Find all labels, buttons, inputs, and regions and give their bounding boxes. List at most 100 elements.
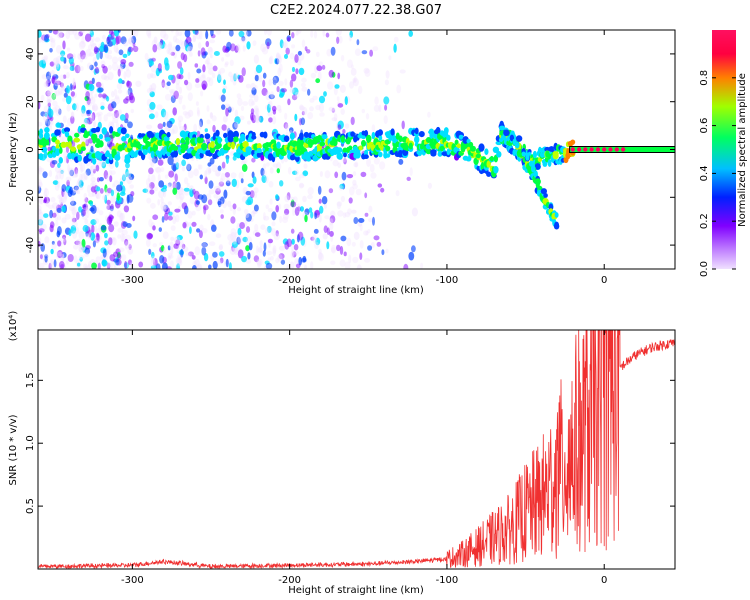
spectrogram-noise-cell: [79, 256, 83, 262]
spectrogram-noise-cell: [319, 112, 325, 117]
spectrogram-noise-cell: [106, 36, 112, 42]
spectrogram-noise-cell: [66, 53, 74, 60]
spectrogram-noise-cell: [314, 241, 319, 249]
spectrogram-noise-cell: [61, 205, 66, 213]
spectrogram-trace-cell: [439, 145, 445, 152]
spectrogram-noise-cell: [201, 228, 208, 234]
spectrogram-noise-cell: [54, 166, 62, 174]
spectrogram-noise-cell: [95, 81, 102, 88]
spectrogram-noise-cell: [338, 35, 343, 44]
spectrogram-trace-cell: [54, 129, 61, 136]
spectrogram-noise-cell: [349, 30, 354, 38]
spectrogram-noise-cell: [265, 176, 269, 184]
spectrogram-noise-cell: [331, 107, 335, 113]
spectrogram-trace-cell: [114, 154, 121, 161]
spectrogram-noise-cell: [103, 44, 109, 53]
spectrogram-noise-cell: [228, 71, 233, 78]
spectrogram-noise-cell: [226, 177, 231, 184]
spectrogram-noise-cell: [163, 33, 169, 41]
spectrogram-trace-cell: [552, 150, 559, 157]
spectrogram-noise-cell: [272, 247, 277, 257]
spectrogram-noise-cell: [247, 196, 254, 205]
spectrogram-noise-cell: [361, 50, 368, 55]
spectrogram-noise-cell: [322, 233, 328, 240]
spectrogram-noise-cell: [118, 247, 125, 252]
spectrogram-noise-cell: [253, 54, 259, 64]
spectrogram-noise-cell: [364, 258, 371, 263]
spectrogram-noise-cell: [78, 31, 83, 37]
spectrogram-noise-cell: [63, 150, 69, 159]
spectrogram-noise-cell: [62, 65, 69, 70]
spectrogram-noise-cell: [211, 115, 217, 122]
spectrogram-noise-cell: [242, 45, 246, 52]
spectrogram-noise-cell: [205, 30, 209, 40]
spectrogram-noise-cell: [132, 42, 136, 47]
spectrogram-noise-cell: [163, 111, 169, 120]
spectrogram-noise-cell: [294, 54, 299, 63]
spectrogram-noise-cell: [396, 84, 402, 94]
spectrogram-noise-cell: [246, 30, 252, 37]
spectrogram-noise-cell: [295, 176, 301, 182]
spectrogram-noise-cell: [201, 83, 207, 91]
spectrogram-noise-cell: [44, 197, 47, 204]
spectrogram-noise-cell: [346, 174, 354, 179]
spectrogram-trace-cell: [496, 151, 502, 158]
spectrogram-noise-cell: [52, 212, 57, 218]
spectrogram-noise-cell: [331, 108, 336, 114]
spectrogram-noise-cell: [123, 98, 129, 104]
spectrogram-trace-cell: [77, 154, 83, 162]
spectrogram-trace-cell: [152, 144, 158, 152]
spectrogram-noise-cell: [120, 36, 127, 45]
spectrogram-trace-cell: [570, 139, 576, 145]
spectrogram-noise-cell: [252, 112, 260, 121]
spectrogram-noise-cell: [378, 104, 382, 113]
spectrogram-noise-cell: [245, 226, 251, 233]
spectrogram-noise-cell: [388, 55, 392, 61]
spectrogram-noise-cell: [46, 91, 52, 96]
spectrogram-noise-cell: [120, 212, 125, 222]
spectrogram-noise-cell: [162, 231, 169, 239]
spectrogram-noise-cell: [158, 180, 165, 188]
spectrogram-noise-cell: [208, 77, 214, 87]
spectrogram-noise-cell: [369, 164, 375, 173]
spectrogram-noise-cell: [363, 67, 370, 74]
spectrogram-noise-cell: [62, 40, 66, 50]
spectrogram-noise-cell: [276, 86, 280, 93]
spectrogram-noise-cell: [368, 218, 373, 223]
colorbar-tick-label: 0.8: [699, 70, 710, 86]
spectrogram-noise-cell: [354, 161, 359, 168]
spectrogram-noise-cell: [69, 83, 73, 91]
spectrogram-noise-cell: [48, 262, 52, 269]
spectrogram-noise-cell: [101, 74, 108, 80]
spectrogram-noise-cell: [164, 207, 171, 215]
spectrogram-noise-cell: [80, 66, 84, 71]
spectrogram-noise-cell: [301, 86, 308, 92]
spectrogram-noise-cell: [198, 42, 202, 49]
colorbar-tick-label: 0.4: [699, 165, 710, 181]
spectrogram-noise-cell: [276, 168, 280, 174]
spectrogram-noise-cell: [255, 245, 259, 254]
spectrogram-noise-cell: [195, 101, 199, 106]
spectrogram-noise-cell: [276, 104, 282, 112]
spectrogram-noise-cell: [175, 214, 180, 223]
spectrogram-noise-cell: [66, 260, 69, 265]
spectrogram-noise-cell: [110, 203, 114, 210]
spectrogram-noise-cell: [44, 112, 48, 117]
spectrogram-noise-cell: [263, 212, 266, 221]
spectrogram-noise-cell: [150, 255, 156, 263]
spectrogram-noise-cell: [312, 95, 318, 101]
spectrogram-trace-cell: [371, 131, 376, 140]
spectrogram-noise-cell: [271, 228, 277, 237]
spectrogram-trace-cell: [408, 142, 413, 150]
spectrogram-noise-cell: [124, 241, 129, 250]
spectrogram-noise-cell: [94, 67, 99, 74]
spectrogram-noise-cell: [157, 199, 161, 206]
spectrogram-noise-cell: [284, 54, 288, 59]
spectrogram-noise-cell: [297, 231, 304, 241]
spectrogram-noise-cell: [158, 227, 162, 233]
spectrogram-noise-cell: [287, 166, 292, 175]
spectrogram-noise-cell: [275, 257, 280, 264]
spectrogram-noise-cell: [335, 30, 342, 36]
spectrogram-noise-cell: [86, 62, 92, 70]
spectrogram-noise-cell: [168, 41, 173, 51]
